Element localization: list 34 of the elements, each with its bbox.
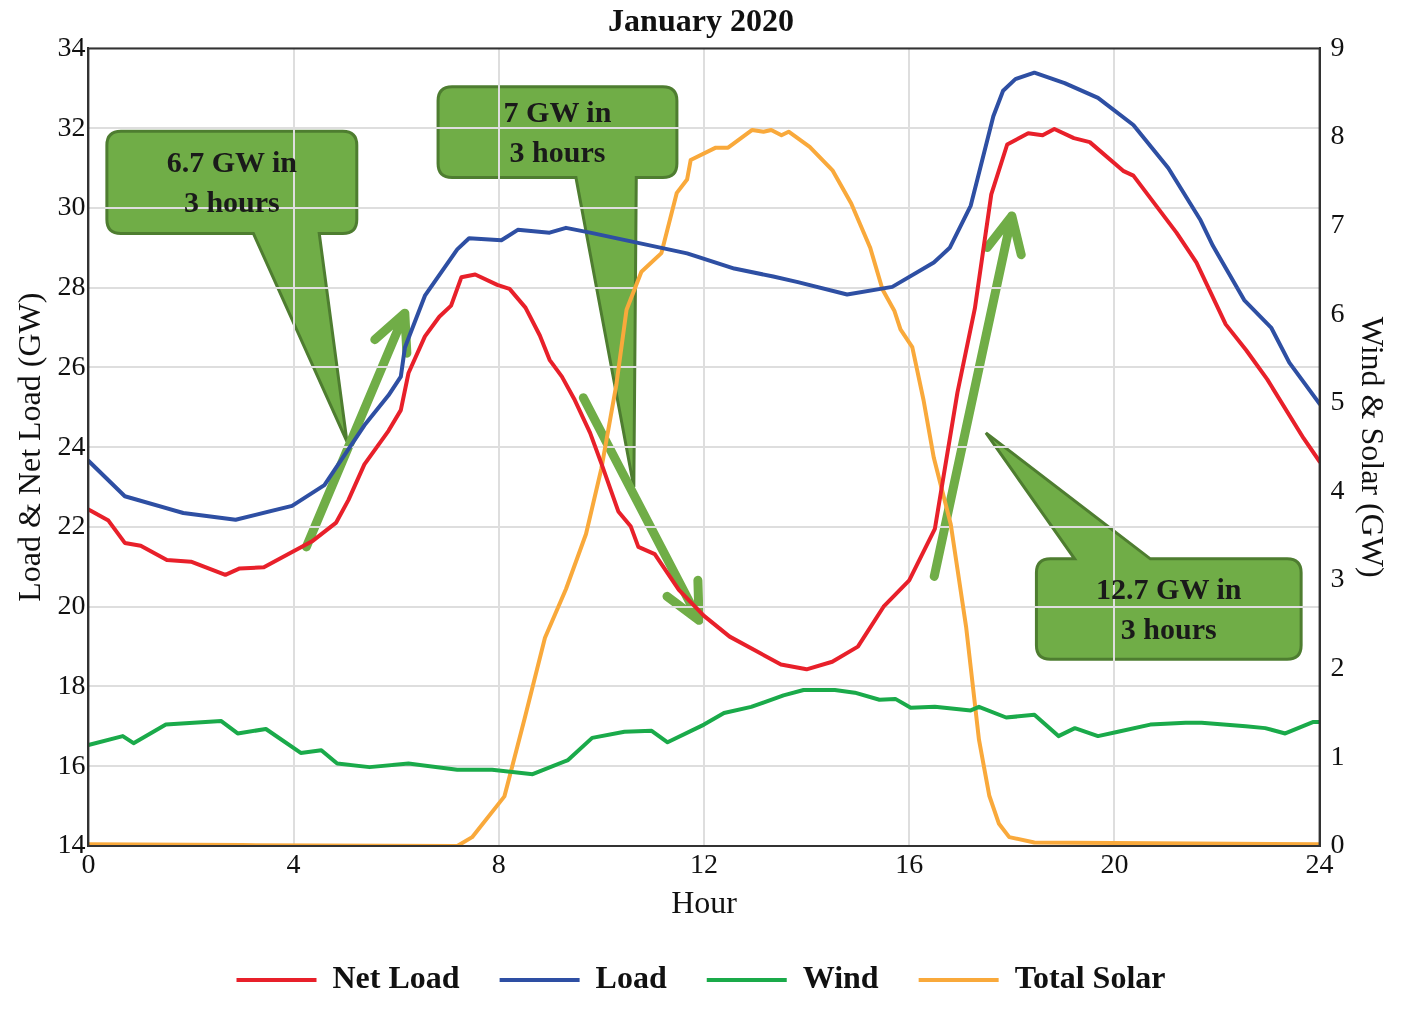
x-tick-label: 16 bbox=[895, 848, 924, 880]
legend-label: Net Load bbox=[332, 959, 460, 996]
x-tick-label: 4 bbox=[286, 848, 301, 880]
y2-tick-label: 4 bbox=[1330, 473, 1345, 505]
y2-tick-label: 9 bbox=[1330, 30, 1345, 62]
x-tick-label: 12 bbox=[690, 848, 718, 880]
chart-title: January 2020 bbox=[608, 2, 794, 39]
y-tick-label: 26 bbox=[57, 349, 86, 381]
y2-tick-label: 8 bbox=[1330, 119, 1345, 151]
legend-label: Load bbox=[595, 959, 667, 996]
y-tick-label: 34 bbox=[57, 30, 86, 62]
legend-label: Total Solar bbox=[1014, 959, 1166, 996]
y2-tick-label: 7 bbox=[1330, 208, 1345, 239]
y-tick-label: 24 bbox=[57, 429, 86, 461]
y-tick-label: 32 bbox=[57, 110, 86, 142]
y-tick-label: 20 bbox=[57, 589, 86, 621]
y-tick-label: 30 bbox=[57, 190, 86, 222]
legend-label: Wind bbox=[802, 959, 879, 996]
y-axis-title: Load & Net Load (GW) bbox=[10, 292, 47, 602]
y-tick-label: 18 bbox=[57, 668, 86, 700]
y-tick-label: 16 bbox=[57, 748, 86, 780]
x-tick-label: 8 bbox=[491, 848, 506, 880]
x-tick-label: 20 bbox=[1100, 848, 1129, 880]
y2-tick-label: 2 bbox=[1330, 651, 1345, 683]
y2-tick-label: 3 bbox=[1330, 562, 1345, 594]
y2-tick-label: 0 bbox=[1330, 828, 1345, 860]
x-axis-title: Hour bbox=[671, 884, 738, 921]
y-tick-label: 22 bbox=[57, 509, 86, 541]
annotation: 7 GW in 3 hours bbox=[503, 94, 612, 171]
y2-tick-label: 1 bbox=[1330, 739, 1345, 771]
y2-tick-label: 6 bbox=[1330, 296, 1345, 328]
y2-tick-label: 5 bbox=[1330, 385, 1345, 417]
y-tick-label: 28 bbox=[57, 270, 86, 302]
y2-axis-title: Wind & Solar (GW) bbox=[1355, 316, 1392, 578]
